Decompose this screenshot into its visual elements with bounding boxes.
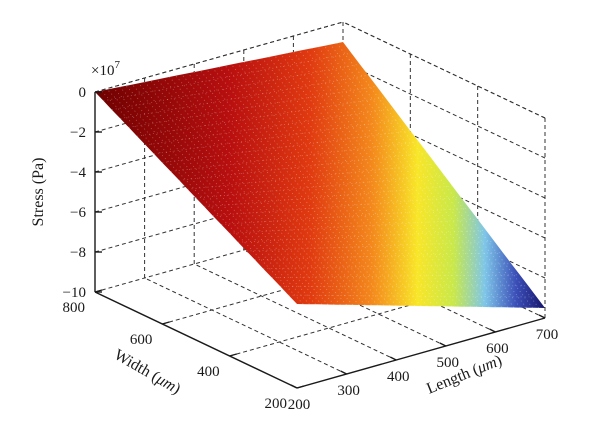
- grid-line: [342, 21, 546, 119]
- mesh-line: [212, 196, 461, 217]
- y-axis-line: [94, 291, 298, 389]
- mesh-line: [169, 76, 372, 306]
- mesh-line: [218, 66, 422, 307]
- grid-line: [229, 285, 478, 357]
- grid-line: [94, 21, 344, 93]
- grid-line: [342, 101, 546, 199]
- mesh-line: [179, 152, 428, 181]
- y-tick-label: 600: [130, 332, 153, 348]
- y-axis-label: Width (μm): [111, 346, 183, 398]
- grid-line: [293, 235, 496, 333]
- y-tick: [94, 289, 103, 293]
- z-tick-label: −10: [63, 285, 86, 301]
- x-tick-label: 600: [486, 341, 509, 357]
- mesh-line: [187, 163, 436, 190]
- x-tick-label: 200: [288, 397, 311, 413]
- mesh-line: [305, 49, 509, 308]
- mesh-line: [170, 141, 419, 172]
- x-tick-label: 400: [387, 369, 410, 385]
- y-tick: [162, 321, 170, 325]
- x-tick: [538, 314, 546, 319]
- x-tick: [389, 356, 397, 361]
- x-tick: [340, 370, 347, 375]
- mesh-line: [162, 130, 411, 164]
- mesh-line: [229, 218, 478, 234]
- mesh-line: [145, 108, 394, 146]
- grid-line: [94, 221, 344, 293]
- y-tick-label: 200: [265, 396, 288, 412]
- x-tick-label: 300: [337, 383, 360, 399]
- mesh-line: [311, 48, 515, 308]
- mesh-line: [195, 174, 445, 199]
- x-tick-label: 700: [536, 327, 559, 343]
- mesh-line: [263, 263, 512, 270]
- mesh-line: [125, 85, 329, 305]
- mesh-line: [119, 86, 323, 305]
- z-tick-label: −4: [70, 165, 86, 181]
- mesh-line: [246, 241, 495, 252]
- z-tick-labels: 0 −2 −4 −6 −8 −10: [63, 85, 87, 301]
- y-tick-label: 400: [197, 364, 220, 380]
- mesh-line: [262, 58, 465, 307]
- z-exponent-label: ×107: [91, 59, 120, 79]
- mesh-line: [187, 73, 391, 306]
- x-tick-labels: 200 300 400 500 600 700: [288, 327, 559, 413]
- mesh-line: [330, 44, 533, 308]
- mesh-line: [231, 64, 434, 307]
- z-tick-label: −8: [70, 245, 86, 261]
- surface-patch: [95, 42, 545, 308]
- mesh-line: [221, 207, 470, 225]
- mesh-line: [268, 56, 471, 308]
- mesh-line: [274, 55, 478, 308]
- y-tick: [296, 385, 305, 389]
- z-tick-label: −6: [70, 205, 86, 221]
- x-tick: [439, 342, 447, 347]
- mesh-line: [271, 274, 520, 278]
- y-tick-labels: 200 400 600 800: [63, 300, 288, 412]
- mesh-line: [299, 50, 502, 308]
- mesh-line: [238, 230, 487, 243]
- mesh-line: [288, 294, 537, 298]
- mesh-line: [237, 63, 440, 307]
- surface-mesh: [100, 43, 540, 308]
- z-tick-label: 0: [79, 85, 87, 101]
- mesh-line: [254, 252, 503, 261]
- mesh-line: [153, 119, 402, 155]
- mesh-line: [243, 61, 447, 307]
- tick-marks: [94, 91, 546, 389]
- z-axis-label: Stress (Pa): [30, 158, 47, 227]
- grid-line: [193, 263, 397, 361]
- stress-surface: [95, 42, 545, 308]
- mesh-line: [204, 185, 453, 208]
- grid-line: [342, 141, 546, 239]
- mesh-line: [156, 79, 360, 306]
- grid-line: [144, 277, 347, 375]
- front-axes: [94, 92, 546, 389]
- grid-line: [243, 249, 447, 347]
- mesh-line: [280, 285, 529, 287]
- mesh-line: [100, 90, 304, 305]
- x-tick: [489, 328, 496, 333]
- x-tick-label: 500: [437, 355, 460, 371]
- grid-line: [342, 181, 546, 279]
- mesh-line: [317, 46, 521, 308]
- mesh-line: [175, 75, 378, 306]
- x-axis-line: [296, 317, 546, 389]
- z-tick-label: −2: [70, 125, 86, 141]
- mesh-line: [131, 84, 335, 305]
- grid-line: [342, 61, 546, 159]
- y-tick-label: 800: [63, 300, 86, 316]
- x-tick: [290, 384, 298, 389]
- mesh-line: [224, 65, 428, 307]
- y-tick: [229, 353, 237, 357]
